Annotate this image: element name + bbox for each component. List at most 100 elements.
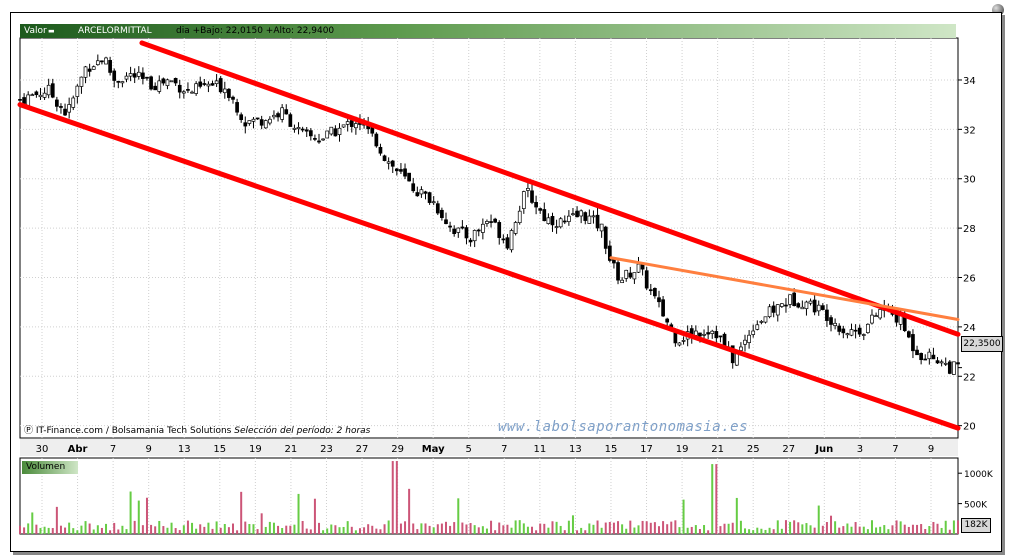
volume-bar	[129, 491, 132, 534]
x-tick-label: Abr	[68, 444, 88, 455]
candle-body	[849, 329, 854, 336]
candle-body	[861, 334, 866, 336]
watermark: www.labolsaporantonomasia.es	[498, 419, 749, 435]
candle-body	[186, 89, 190, 91]
volume-bar	[551, 521, 554, 534]
candle-body	[227, 88, 231, 98]
candle-body	[108, 60, 112, 73]
volume-bar	[76, 530, 79, 534]
volume-bar	[137, 500, 140, 534]
volume-bar	[715, 464, 718, 534]
volume-bar	[748, 529, 751, 534]
candle-body	[665, 318, 670, 323]
candle-body	[820, 305, 825, 310]
volume-bar	[768, 527, 771, 534]
y-tick-label: 20	[963, 422, 976, 433]
volume-bar	[43, 526, 46, 534]
candle-body	[677, 342, 682, 346]
volume-bar	[387, 520, 390, 534]
candle-body	[542, 209, 547, 222]
candle-body	[784, 304, 788, 307]
volume-bar	[711, 464, 714, 534]
candle-body	[939, 361, 944, 364]
x-tick-label: 13	[178, 444, 191, 455]
volume-bar	[465, 524, 468, 534]
candle-body	[435, 203, 440, 214]
volume-bar	[580, 527, 583, 534]
volume-tick-label: 500K	[964, 501, 988, 511]
last-price-badge: 22,3500	[961, 336, 1003, 352]
candle-body	[296, 127, 301, 130]
candle-body	[55, 99, 59, 107]
candle-body	[202, 83, 207, 85]
candle-body	[546, 217, 551, 224]
candle-body	[415, 192, 420, 197]
candle-body	[755, 324, 760, 330]
volume-bar	[604, 522, 607, 534]
candle-body	[775, 304, 780, 316]
volume-bar	[936, 523, 939, 534]
candle-body	[181, 91, 186, 94]
candle-body	[136, 71, 141, 77]
volume-bar	[191, 522, 194, 534]
candle-body	[304, 129, 309, 132]
candle-body	[276, 113, 280, 118]
candle-body	[394, 168, 399, 172]
candle-body	[452, 228, 457, 234]
volume-bar	[318, 522, 321, 534]
candle-body	[190, 91, 194, 94]
candle-body	[63, 108, 67, 116]
candle-body	[763, 316, 768, 323]
volume-bar	[72, 528, 75, 534]
candle-body	[374, 133, 379, 147]
volume-bar	[154, 526, 157, 534]
candle-body	[243, 122, 248, 127]
volume-bar	[408, 488, 411, 534]
volume-bar	[84, 521, 87, 534]
candle-body	[497, 222, 502, 238]
volume-bar	[899, 521, 902, 534]
candle-body	[710, 330, 715, 334]
volume-bar	[817, 505, 820, 534]
candle-body	[952, 361, 956, 375]
volume-bar	[166, 527, 169, 534]
candle-body	[681, 340, 686, 342]
volume-bar	[428, 525, 431, 534]
y-tick-label: 28	[963, 224, 976, 235]
volume-bar	[920, 524, 923, 534]
candle-body	[538, 208, 543, 211]
candle-body	[67, 104, 72, 113]
header-label: Valor	[24, 26, 47, 36]
volume-bar	[789, 521, 792, 534]
volume-bar	[883, 525, 886, 534]
candle-body	[579, 210, 584, 217]
header-bar	[20, 24, 956, 38]
volume-bar	[162, 526, 165, 534]
volume-bar	[957, 520, 959, 534]
x-tick-label: 19	[249, 444, 262, 455]
volume-bar	[100, 527, 103, 534]
candle-body	[431, 201, 436, 204]
candle-body	[505, 237, 510, 249]
volume-bar	[416, 529, 419, 534]
volume-bar	[178, 530, 181, 534]
candle-body	[284, 109, 289, 115]
candle-body	[653, 288, 657, 297]
volume-bar	[932, 521, 935, 534]
candle-body	[427, 192, 432, 203]
x-tick-label: 25	[747, 444, 760, 455]
candle-body	[378, 146, 383, 154]
candle-body	[71, 97, 76, 108]
candle-body	[251, 118, 256, 122]
x-tick-label: 27	[782, 444, 795, 455]
volume-bar	[531, 526, 534, 534]
candle-body	[440, 209, 444, 218]
candle-body	[317, 140, 321, 143]
candle-body	[530, 190, 534, 203]
volume-bar	[461, 522, 464, 534]
volume-bar	[522, 523, 525, 534]
candle-body	[628, 272, 633, 278]
candle-body	[18, 99, 22, 101]
y-tick-label: 32	[963, 125, 976, 136]
volume-bar	[756, 527, 759, 534]
